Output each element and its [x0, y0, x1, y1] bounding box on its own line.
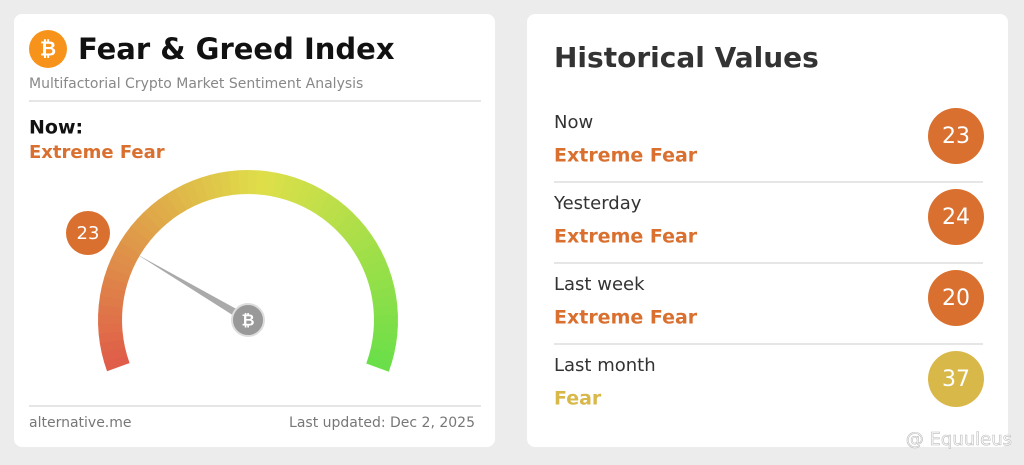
gauge-segment — [98, 304, 123, 316]
gauge-segment — [174, 184, 194, 211]
gauge-segment — [370, 286, 397, 300]
history-rows: Now Extreme Fear 23 Yesterday Extreme Fear 24… — [553, 108, 984, 410]
gauge-segment — [351, 233, 377, 255]
row-value: 23 — [942, 124, 970, 149]
right-title: Historical Values — [554, 41, 819, 74]
gauge-segment — [256, 170, 268, 196]
gauge-segment — [335, 212, 360, 236]
row-label: Last week — [554, 274, 645, 295]
gauge-segment — [341, 218, 366, 242]
now-status: Extreme Fear — [29, 142, 165, 163]
gauge-segment — [355, 241, 382, 262]
gauge-segment — [107, 258, 134, 277]
gauge-segment — [119, 233, 146, 255]
left-title: Fear & Greed Index — [78, 32, 395, 66]
gauge-segment — [323, 199, 346, 225]
gauge-segment — [309, 189, 331, 215]
row-status: Fear — [554, 388, 602, 410]
gauge-segment — [359, 250, 386, 270]
gauge-segment — [370, 339, 397, 354]
gauge-segment — [372, 295, 398, 308]
value-circle — [928, 270, 984, 326]
row-status: Extreme Fear — [554, 226, 698, 248]
value-badge-text: 23 — [77, 223, 100, 244]
gauge-segment — [363, 258, 389, 277]
bitcoin-symbol: ₿ — [40, 37, 56, 61]
gauge-segment — [373, 305, 398, 317]
row-label: Yesterday — [553, 193, 642, 214]
gauge-segment — [191, 177, 209, 204]
gauge-segment — [272, 172, 287, 199]
gauge-segment — [166, 188, 187, 215]
value-badge — [66, 211, 110, 255]
gauge-segment — [248, 170, 259, 195]
gauge-segment — [143, 205, 167, 230]
row-status: Extreme Fear — [554, 145, 698, 167]
gauge-segment — [98, 323, 123, 334]
gauge-segment — [99, 339, 126, 353]
gauge-segment — [368, 276, 395, 293]
value-circle — [928, 108, 984, 164]
row-value: 20 — [942, 286, 970, 311]
gauge-segment — [228, 170, 241, 196]
gauge-segment — [99, 285, 126, 300]
gauge-segment — [302, 184, 322, 211]
gauge-segment — [103, 355, 130, 372]
value-circle — [928, 189, 984, 245]
right-card — [527, 14, 1008, 447]
subtitle: Multifactorial Crypto Market Sentiment A… — [29, 76, 363, 92]
gauge-segment — [219, 171, 233, 197]
needle-hub — [231, 303, 265, 337]
hub-symbol: ₿ — [241, 311, 254, 330]
gauge-segment — [101, 347, 128, 363]
row-value: 37 — [942, 367, 970, 392]
watermark: @ Equuleus — [906, 429, 1012, 450]
gauge-segment — [98, 314, 123, 325]
gauge-segment — [137, 211, 161, 236]
gauge-segment — [373, 314, 398, 325]
row-status: Extreme Fear — [554, 307, 698, 329]
gauge-segment — [110, 249, 137, 269]
value-circle — [928, 351, 984, 407]
gauge-segment — [368, 347, 395, 363]
gauge-segment — [366, 267, 392, 285]
gauge-segment — [287, 177, 305, 204]
gauge-segment — [101, 276, 128, 292]
gauge-segment — [115, 241, 141, 262]
gauge-segment — [373, 323, 398, 335]
row-label: Last month — [554, 355, 656, 376]
gauge-segment — [295, 180, 314, 207]
last-updated: Last updated: Dec 2, 2025 — [289, 415, 475, 431]
gauge-segment — [346, 226, 372, 249]
needle — [136, 253, 251, 324]
gauge-segment — [150, 199, 174, 224]
gauge-segment — [316, 194, 338, 220]
gauge: ₿ 23 — [66, 170, 398, 372]
row-label: Now — [554, 112, 593, 133]
gauge-segment — [264, 171, 278, 197]
bitcoin-icon — [29, 30, 67, 68]
now-label: Now: — [29, 117, 83, 139]
gauge-segment — [329, 205, 353, 230]
gauge-segment — [279, 174, 296, 201]
gauge-segment — [366, 355, 392, 372]
gauge-segment — [200, 174, 217, 201]
gauge-segment — [158, 193, 180, 219]
gauge-segment — [130, 218, 156, 242]
gauge-segment — [104, 267, 130, 284]
gauge-segment — [238, 170, 249, 195]
row-value: 24 — [942, 205, 970, 230]
gauge-segment — [125, 225, 150, 248]
source: alternative.me — [29, 415, 132, 431]
gauge-segment — [183, 180, 202, 207]
gauge-segment — [98, 331, 124, 344]
